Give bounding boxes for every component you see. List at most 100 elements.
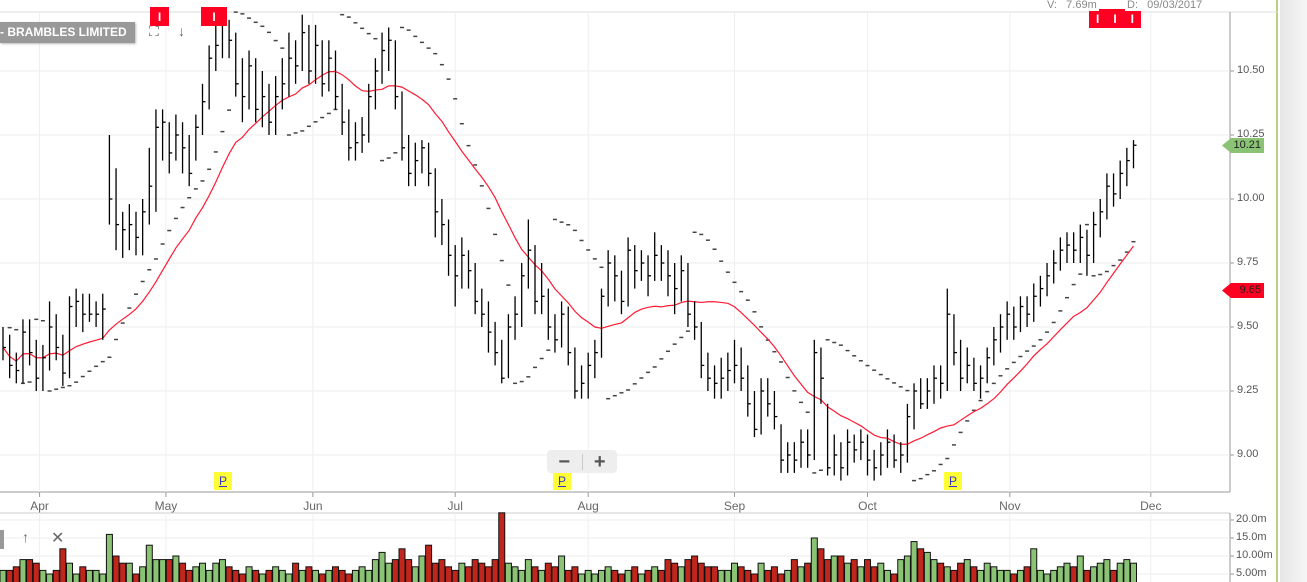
volume-bar bbox=[105, 533, 113, 582]
volume-tick-label: 5.00m bbox=[1236, 567, 1267, 579]
event-marker-p[interactable]: P bbox=[553, 472, 571, 490]
volume-bar bbox=[465, 566, 472, 582]
volume-bar bbox=[26, 559, 34, 582]
volume-bar bbox=[704, 566, 712, 582]
volume-tick-label: 10.00m bbox=[1236, 549, 1273, 561]
volume-bar bbox=[305, 566, 313, 582]
volume-bar bbox=[265, 569, 273, 582]
volume-bar bbox=[564, 569, 572, 582]
volume-bar bbox=[1083, 569, 1091, 582]
y-tick-label: 10.50 bbox=[1237, 64, 1265, 76]
x-tick-label: Jun bbox=[303, 499, 323, 513]
volume-bar bbox=[624, 569, 632, 582]
volume-bar bbox=[1110, 569, 1118, 582]
volume-bar bbox=[458, 562, 466, 582]
y-tick-label: 10.00 bbox=[1237, 192, 1265, 204]
date-value: 09/03/2017 bbox=[1147, 0, 1203, 11]
volume-bar bbox=[298, 569, 306, 582]
x-tick-label: Sep bbox=[723, 499, 746, 513]
date-label: D: bbox=[1127, 0, 1138, 11]
volume-label: V: bbox=[1047, 0, 1057, 11]
volume-bar bbox=[212, 562, 220, 582]
volume-bar bbox=[292, 562, 300, 582]
y-tick-label: 10.25 bbox=[1237, 128, 1265, 140]
volume-bar bbox=[677, 566, 685, 582]
volume-bar bbox=[1123, 559, 1131, 582]
volume-bar bbox=[797, 566, 805, 582]
volume-bar bbox=[957, 562, 965, 582]
volume-bar bbox=[504, 562, 512, 582]
volume-bar bbox=[737, 566, 745, 582]
x-tick-label: Nov bbox=[999, 499, 1021, 513]
volume-bar bbox=[917, 548, 925, 582]
volume-bar bbox=[478, 562, 486, 582]
marker-label: I bbox=[1113, 11, 1117, 26]
event-marker-p[interactable]: P bbox=[214, 472, 232, 490]
volume-bar bbox=[205, 569, 213, 582]
volume-bar bbox=[897, 559, 905, 582]
volume-bar bbox=[757, 562, 765, 582]
volume-bar bbox=[1003, 569, 1011, 582]
series-legend[interactable]: - BRAMBLES LIMITED bbox=[0, 22, 135, 43]
volume-bar bbox=[232, 569, 240, 582]
volume-bar bbox=[903, 555, 911, 582]
expand-icon[interactable]: ⛶ bbox=[149, 23, 159, 39]
zoom-out-button[interactable]: − bbox=[558, 450, 571, 473]
volume-legend[interactable] bbox=[0, 530, 4, 549]
arrow-down-icon[interactable]: ↓ bbox=[178, 23, 185, 39]
volume-bar bbox=[405, 559, 413, 582]
event-marker-i[interactable]: I bbox=[150, 7, 169, 26]
volume-bar bbox=[877, 562, 885, 582]
marker-label: I bbox=[157, 9, 162, 24]
volume-bar bbox=[637, 573, 645, 582]
volume-bar bbox=[777, 573, 785, 582]
volume-bar bbox=[358, 566, 366, 582]
volume-bar bbox=[351, 569, 359, 582]
volume-bar bbox=[438, 559, 446, 582]
volume-bar bbox=[671, 562, 679, 582]
volume-bar bbox=[139, 566, 147, 582]
x-tick-label: May bbox=[154, 499, 178, 513]
volume-bar bbox=[1050, 569, 1058, 582]
volume-bar bbox=[651, 566, 659, 582]
marker-label: I bbox=[212, 9, 216, 24]
volume-bar bbox=[511, 566, 519, 582]
y-tick-label: 9.50 bbox=[1237, 320, 1259, 332]
volume-bar bbox=[398, 548, 406, 582]
volume-bar bbox=[770, 566, 778, 582]
volume-bar bbox=[711, 566, 719, 582]
event-marker-p[interactable]: P bbox=[944, 472, 962, 490]
volume-bar bbox=[1063, 562, 1071, 582]
volume-bar bbox=[99, 573, 107, 582]
volume-bar bbox=[990, 566, 998, 582]
volume-bar bbox=[1056, 566, 1064, 582]
volume-tick-label: 15.0m bbox=[1236, 531, 1267, 543]
x-tick-label: Dec bbox=[1140, 499, 1162, 513]
volume-bar bbox=[325, 569, 333, 582]
volume-bar bbox=[604, 566, 612, 582]
volume-bar bbox=[1023, 566, 1031, 582]
volume-bar bbox=[524, 559, 532, 582]
volume-bar bbox=[199, 562, 206, 582]
volume-bar bbox=[46, 573, 54, 582]
x-tick-label: Aug bbox=[577, 499, 599, 513]
zoom-in-button[interactable]: + bbox=[593, 450, 606, 473]
close-icon[interactable]: ✕ bbox=[51, 530, 65, 547]
volume-bar bbox=[12, 566, 20, 582]
volume-bar bbox=[571, 566, 579, 582]
volume-bar bbox=[365, 569, 373, 582]
price-chart[interactable] bbox=[0, 0, 1278, 582]
volume-bar bbox=[977, 569, 985, 582]
volume-bar bbox=[471, 559, 479, 582]
volume-bar bbox=[558, 555, 566, 582]
header-volume: V: 7.69m bbox=[1045, 0, 1099, 11]
volume-tick-label: 20.0m bbox=[1236, 513, 1267, 525]
event-marker-i[interactable]: I bbox=[201, 7, 227, 26]
chart-panel: V: 7.69m D: 09/03/2017 - BRAMBLES LIMITE… bbox=[0, 0, 1278, 582]
arrow-up-icon[interactable]: ↑ bbox=[22, 529, 29, 545]
volume-bar bbox=[837, 555, 845, 582]
marker-label: I bbox=[1130, 11, 1134, 26]
volume-bar bbox=[544, 562, 552, 582]
volume-bar bbox=[192, 566, 200, 582]
